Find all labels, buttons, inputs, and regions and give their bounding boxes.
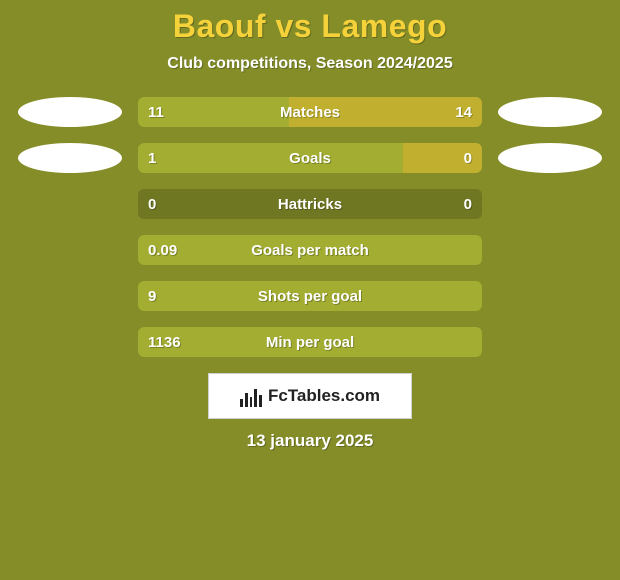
stat-label: Goals per match	[138, 235, 482, 265]
stat-row: 10Goals	[0, 143, 620, 173]
stat-label: Min per goal	[138, 327, 482, 357]
stat-rows: 1114Matches 10Goals 00Hattricks 0.09Goals p…	[0, 97, 620, 357]
stat-bar: 1114Matches	[138, 97, 482, 127]
stat-bar: 1136Min per goal	[138, 327, 482, 357]
stat-bar: 0.09Goals per match	[138, 235, 482, 265]
stat-bar: 9Shots per goal	[138, 281, 482, 311]
stat-bar: 10Goals	[138, 143, 482, 173]
page-title: Baouf vs Lamego	[0, 8, 620, 45]
subtitle: Club competitions, Season 2024/2025	[0, 55, 620, 73]
stat-bar: 00Hattricks	[138, 189, 482, 219]
comparison-card: Baouf vs Lamego Club competitions, Seaso…	[0, 0, 620, 580]
stat-label: Matches	[138, 97, 482, 127]
stat-row: 9Shots per goal	[0, 281, 620, 311]
stat-row: 00Hattricks	[0, 189, 620, 219]
date-text: 13 january 2025	[0, 431, 620, 451]
player-avatar-right	[498, 143, 602, 173]
brand-logo-icon	[240, 385, 262, 407]
player-avatar-left	[18, 143, 122, 173]
stat-label: Shots per goal	[138, 281, 482, 311]
stat-row: 1114Matches	[0, 97, 620, 127]
stat-label: Goals	[138, 143, 482, 173]
stat-row: 0.09Goals per match	[0, 235, 620, 265]
brand-badge[interactable]: FcTables.com	[208, 373, 412, 419]
player-avatar-left	[18, 97, 122, 127]
stat-row: 1136Min per goal	[0, 327, 620, 357]
brand-text: FcTables.com	[268, 386, 380, 406]
player-avatar-right	[498, 97, 602, 127]
stat-label: Hattricks	[138, 189, 482, 219]
